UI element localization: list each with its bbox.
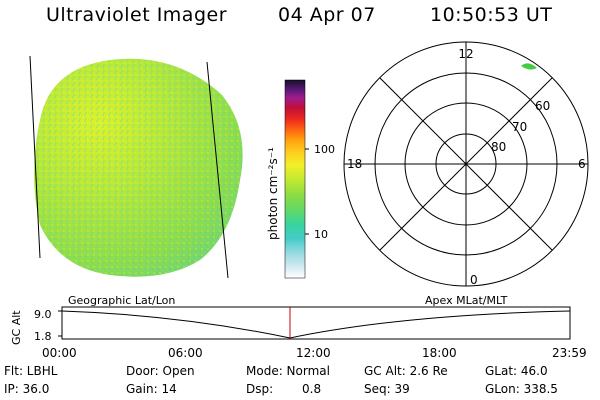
date-label: 04 Apr 07 — [278, 4, 376, 26]
lat-label-80: 80 — [491, 140, 506, 154]
door-label: Door: Open — [126, 364, 195, 378]
ip-label: IP: 36.0 — [4, 382, 50, 396]
timeline-y-label: GC Alt — [10, 310, 23, 345]
timeline-x-tick-1800: 18:00 — [422, 346, 457, 360]
aurora-spot — [521, 63, 537, 70]
timeline-x-tick-2359: 23:59 — [552, 346, 587, 360]
polar-plot — [343, 41, 589, 287]
timeline-x-tick-0600: 06:00 — [168, 346, 203, 360]
orbit-timeline: Geographic Lat/Lon Apex MLat/MLT GC Alt … — [10, 294, 587, 360]
colorbar: 100 10 photon cm⁻²s⁻¹ — [266, 79, 335, 279]
uv-disk-image — [29, 55, 243, 279]
mlt-label-0: 0 — [470, 273, 478, 287]
timeline-x-tick-0000: 00:00 — [42, 346, 77, 360]
lat-label-70: 70 — [512, 120, 527, 134]
timeline-y-tick-top: 9.0 — [34, 308, 52, 321]
app-title: Ultraviolet Imager — [46, 4, 228, 26]
timeline-frame — [61, 306, 571, 340]
mlt-label-12: 12 — [458, 47, 473, 61]
filter-label: Flt: LBHL — [4, 364, 58, 378]
timeline-left-caption: Geographic Lat/Lon — [68, 294, 175, 307]
seq-label: Seq: 39 — [364, 382, 410, 396]
glon-label: GLon: 338.5 — [485, 382, 558, 396]
gain-label: Gain: 14 — [126, 382, 177, 396]
glat-label: GLat: 46.0 — [485, 364, 548, 378]
gc-alt-label: GC Alt: 2.6 Re — [364, 364, 448, 378]
colorbar-scale — [284, 79, 306, 279]
altitude-curve — [61, 310, 571, 339]
dsp-value: 0.8 — [302, 382, 322, 396]
mode-label: Mode: Normal — [246, 364, 330, 378]
time-label: 10:50:53 UT — [430, 4, 553, 26]
timeline-x-tick-1200: 12:00 — [296, 346, 331, 360]
mlt-label-6: 6 — [578, 157, 586, 171]
colorbar-tick-10: 10 — [314, 228, 328, 241]
colorbar-tick-100: 100 — [314, 143, 335, 156]
timeline-right-caption: Apex MLat/MLT — [425, 294, 508, 307]
lat-label-60: 60 — [535, 99, 550, 113]
disk-boundary-line-left — [29, 55, 41, 259]
disk-boundary-line-right — [206, 61, 229, 279]
colorbar-unit-label: photon cm⁻²s⁻¹ — [266, 147, 280, 240]
timeline-y-tick-bottom: 1.8 — [34, 330, 52, 343]
dsp-label: Dsp: — [246, 382, 274, 396]
mlt-label-18: 18 — [347, 157, 362, 171]
